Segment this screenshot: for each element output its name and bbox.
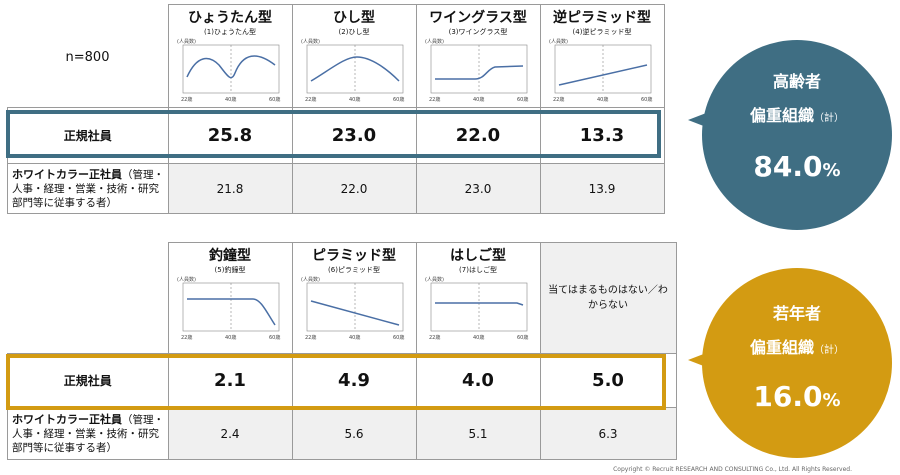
svg-text:22歳: 22歳 [553,96,564,103]
shape-chart-wineglass: (人員数) 22歳 40歳 60歳 [425,38,528,103]
svg-text:40歳: 40歳 [225,334,236,341]
header-pyramid: ピラミッド型 (6)ピラミッド型 (人員数) 22歳 40歳 60歳 [291,242,417,354]
svg-text:40歳: 40歳 [349,96,360,103]
svg-text:22歳: 22歳 [181,96,192,103]
svg-text:60歳: 60歳 [393,334,404,341]
value-cell: 23.0 [415,163,541,214]
svg-text:22歳: 22歳 [429,334,440,341]
svg-text:60歳: 60歳 [269,334,280,341]
svg-text:(人員数): (人員数) [425,38,444,45]
svg-text:40歳: 40歳 [597,96,608,103]
table-lower: 釣鐘型 (5)釣鐘型 (人員数) 22歳 40歳 60歳 ピラミッド型 (6)ピ… [7,242,677,460]
sample-size: n=800 [65,50,110,66]
value-cell: 2.1 [167,353,293,408]
shape-chart-reverse-pyramid: (人員数) 22歳 40歳 60歳 [549,38,652,103]
value-cell: 22.0 [291,163,417,214]
value-cell: 5.6 [291,407,417,460]
highlight-frame-upper [6,110,661,158]
header-tsurigane: 釣鐘型 (5)釣鐘型 (人員数) 22歳 40歳 60歳 [167,242,293,354]
svg-text:60歳: 60歳 [269,96,280,103]
shape-chart-hyoutan: (人員数) 22歳 40歳 60歳 [177,38,280,103]
copyright: Copyright © Recruit RESEARCH AND CONSULT… [613,466,852,473]
shape-chart-hashigo: (人員数) 22歳 40歳 60歳 [425,276,528,341]
header-wineglass: ワイングラス型 (3)ワイングラス型 (人員数) 22歳 40歳 60歳 [415,4,541,108]
value-cell: 2.4 [167,407,293,460]
svg-text:40歳: 40歳 [473,96,484,103]
svg-text:(人員数): (人員数) [177,276,196,283]
bubble-young-heavy: 若年者 偏重組織（計） 16.0% [702,268,892,458]
svg-text:40歳: 40歳 [349,334,360,341]
row-label-whitecollar: ホワイトカラー正社員（管理・人事・経理・営業・技術・研究部門等に従事する者） [7,407,169,460]
shape-chart-hishi: (人員数) 22歳 40歳 60歳 [301,38,404,103]
svg-text:22歳: 22歳 [305,96,316,103]
svg-text:22歳: 22歳 [181,334,192,341]
header-reverse-pyramid: 逆ピラミッド型 (4)逆ピラミッド型 (人員数) 22歳 40歳 60歳 [539,4,665,108]
svg-text:(人員数): (人員数) [177,38,196,45]
svg-text:60歳: 60歳 [393,96,404,103]
value-cell: 5.1 [415,407,541,460]
svg-text:(人員数): (人員数) [301,38,320,45]
svg-text:40歳: 40歳 [225,96,236,103]
svg-text:22歳: 22歳 [305,334,316,341]
value-cell: 4.9 [291,353,417,408]
header-hyoutan: ひょうたん型 (1)ひょうたん型 (人員数) 22歳 40歳 60歳 [167,4,293,108]
svg-text:(人員数): (人員数) [425,276,444,283]
svg-text:22歳: 22歳 [429,96,440,103]
value-cell: 13.9 [539,163,665,214]
header-hashigo: はしご型 (7)はしご型 (人員数) 22歳 40歳 60歳 [415,242,541,354]
header-none: 当てはまるものはない／わからない [539,242,677,354]
header-hishi: ひし型 (2)ひし型 (人員数) 22歳 40歳 60歳 [291,4,417,108]
svg-text:(人員数): (人員数) [549,38,568,45]
value-cell: 6.3 [539,407,677,460]
shape-chart-pyramid: (人員数) 22歳 40歳 60歳 [301,276,404,341]
svg-text:60歳: 60歳 [517,334,528,341]
shape-chart-tsurigane: (人員数) 22歳 40歳 60歳 [177,276,280,341]
row-label-whitecollar: ホワイトカラー正社員（管理・人事・経理・営業・技術・研究部門等に従事する者） [7,163,169,214]
svg-text:60歳: 60歳 [641,96,652,103]
highlight-frame-lower [6,354,666,410]
svg-text:(人員数): (人員数) [301,276,320,283]
bubble-elderly-heavy: 高齢者 偏重組織（計） 84.0% [702,40,892,230]
value-cell: 21.8 [167,163,293,214]
svg-text:60歳: 60歳 [517,96,528,103]
svg-text:40歳: 40歳 [473,334,484,341]
table-upper: n=800 ひょうたん型 (1)ひょうたん型 (人員数) 22歳 40歳 60歳… [7,4,665,214]
